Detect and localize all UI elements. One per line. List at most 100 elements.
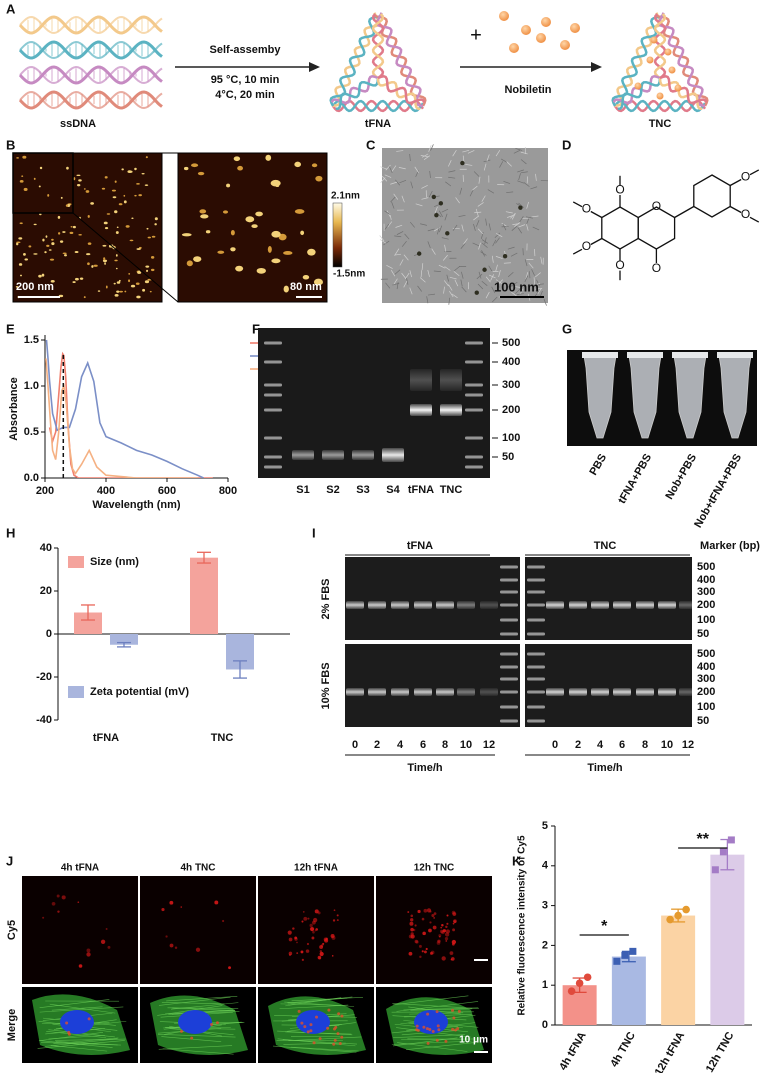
cy5-signal <box>415 1028 419 1032</box>
tem-texture <box>401 272 407 279</box>
marker-label: 500 <box>697 561 715 573</box>
tem-texture <box>478 271 482 279</box>
tem-texture <box>385 282 391 289</box>
tem-texture <box>452 227 460 230</box>
x-tick-label: 600 <box>158 485 176 497</box>
tem-texture <box>429 170 431 178</box>
dna-strand <box>19 40 163 60</box>
afm-particle <box>313 278 324 286</box>
lane-label: S4 <box>386 484 400 496</box>
scale-label: 200 nm <box>16 281 54 293</box>
bar <box>710 854 745 1025</box>
afm-particle <box>19 222 23 225</box>
gel-band <box>440 369 462 391</box>
cy5-signal <box>309 1023 313 1027</box>
tem-texture <box>430 144 434 151</box>
helix <box>332 12 380 108</box>
gel-band <box>569 688 587 696</box>
colorbar-label: -1.5nm <box>333 269 365 280</box>
y-tick-label: 1.0 <box>24 380 39 392</box>
tem-particle <box>431 194 437 200</box>
afm-particle <box>142 288 146 292</box>
afm-particle <box>183 166 189 171</box>
cy5-signal <box>451 939 457 945</box>
gel-band <box>440 404 462 416</box>
tem-particle <box>434 213 439 218</box>
actin-fiber <box>158 1045 233 1050</box>
nucleus <box>178 1010 212 1034</box>
gel-image <box>525 644 692 727</box>
cy5-signal <box>228 966 232 970</box>
afm-particle <box>76 174 81 177</box>
tem-texture <box>480 232 484 239</box>
tem-texture <box>492 296 498 303</box>
cy5-signal <box>414 939 418 944</box>
tem-texture <box>421 263 424 271</box>
nobiletin-dot <box>541 17 551 27</box>
gel-band <box>679 688 697 696</box>
data-point <box>674 911 682 920</box>
afm-particle <box>235 265 244 272</box>
actin-fiber <box>166 996 238 1002</box>
cy5-signal <box>336 1032 340 1036</box>
cy5-signal <box>326 1026 330 1030</box>
tem-texture <box>421 153 429 158</box>
legend-swatch <box>68 686 84 698</box>
tem-texture <box>534 290 540 297</box>
tem-texture <box>427 241 431 249</box>
cy5-signal <box>453 920 457 924</box>
cy5-signal <box>107 945 111 949</box>
gel-band <box>527 719 545 723</box>
cy5-signal <box>433 917 435 919</box>
cy5-signal <box>421 917 425 921</box>
cy5-signal <box>86 948 91 953</box>
afm-particle <box>146 269 149 272</box>
x-tick-label: TNC <box>211 732 234 744</box>
ssdna-label: ssDNA <box>60 118 96 130</box>
gel-band <box>480 601 498 609</box>
tem-texture <box>431 248 436 255</box>
marker-label: 100 <box>697 701 715 713</box>
tem-texture <box>535 173 537 181</box>
afm-particle <box>19 180 24 183</box>
cy5-signal <box>437 1028 441 1032</box>
row-label: 10% FBS <box>320 662 332 709</box>
tem-texture <box>438 225 443 233</box>
tem-texture <box>414 166 419 173</box>
tem-texture <box>448 297 451 305</box>
afm-particle <box>135 282 140 285</box>
tem-texture <box>473 215 480 221</box>
panel-label: H <box>6 525 15 540</box>
tem-texture <box>473 223 476 231</box>
cy5-signal <box>340 1035 344 1039</box>
afm-particle <box>42 238 45 242</box>
gel-band <box>679 601 697 609</box>
lane-label: S2 <box>326 484 339 496</box>
afm-particle <box>255 211 263 217</box>
cy5-signal <box>331 935 336 940</box>
tem-texture <box>454 266 460 272</box>
dna-strand <box>19 90 163 110</box>
tem-texture <box>421 185 428 189</box>
lane-label: tFNA <box>408 484 434 496</box>
tem-texture <box>520 171 528 174</box>
gel-band <box>391 688 409 696</box>
data-point <box>613 957 621 965</box>
cy5-signal <box>445 940 448 942</box>
tem-texture <box>423 155 430 160</box>
actin-fiber <box>39 1006 124 1013</box>
afm-particle <box>87 214 90 218</box>
cy5-signal <box>436 941 441 945</box>
afm-particle <box>18 263 23 266</box>
tem-texture <box>410 181 414 189</box>
cy5-signal <box>421 950 424 953</box>
colorbar <box>332 202 343 268</box>
cy5-signal <box>429 910 432 913</box>
cy5-signal <box>444 1039 448 1043</box>
column-label: 4h TNC <box>181 863 216 874</box>
significance-label: * <box>601 918 608 935</box>
cy5-signal <box>303 1025 307 1029</box>
cy5-signal <box>441 930 445 935</box>
afm-particle <box>278 233 287 241</box>
tem-texture <box>383 240 390 246</box>
